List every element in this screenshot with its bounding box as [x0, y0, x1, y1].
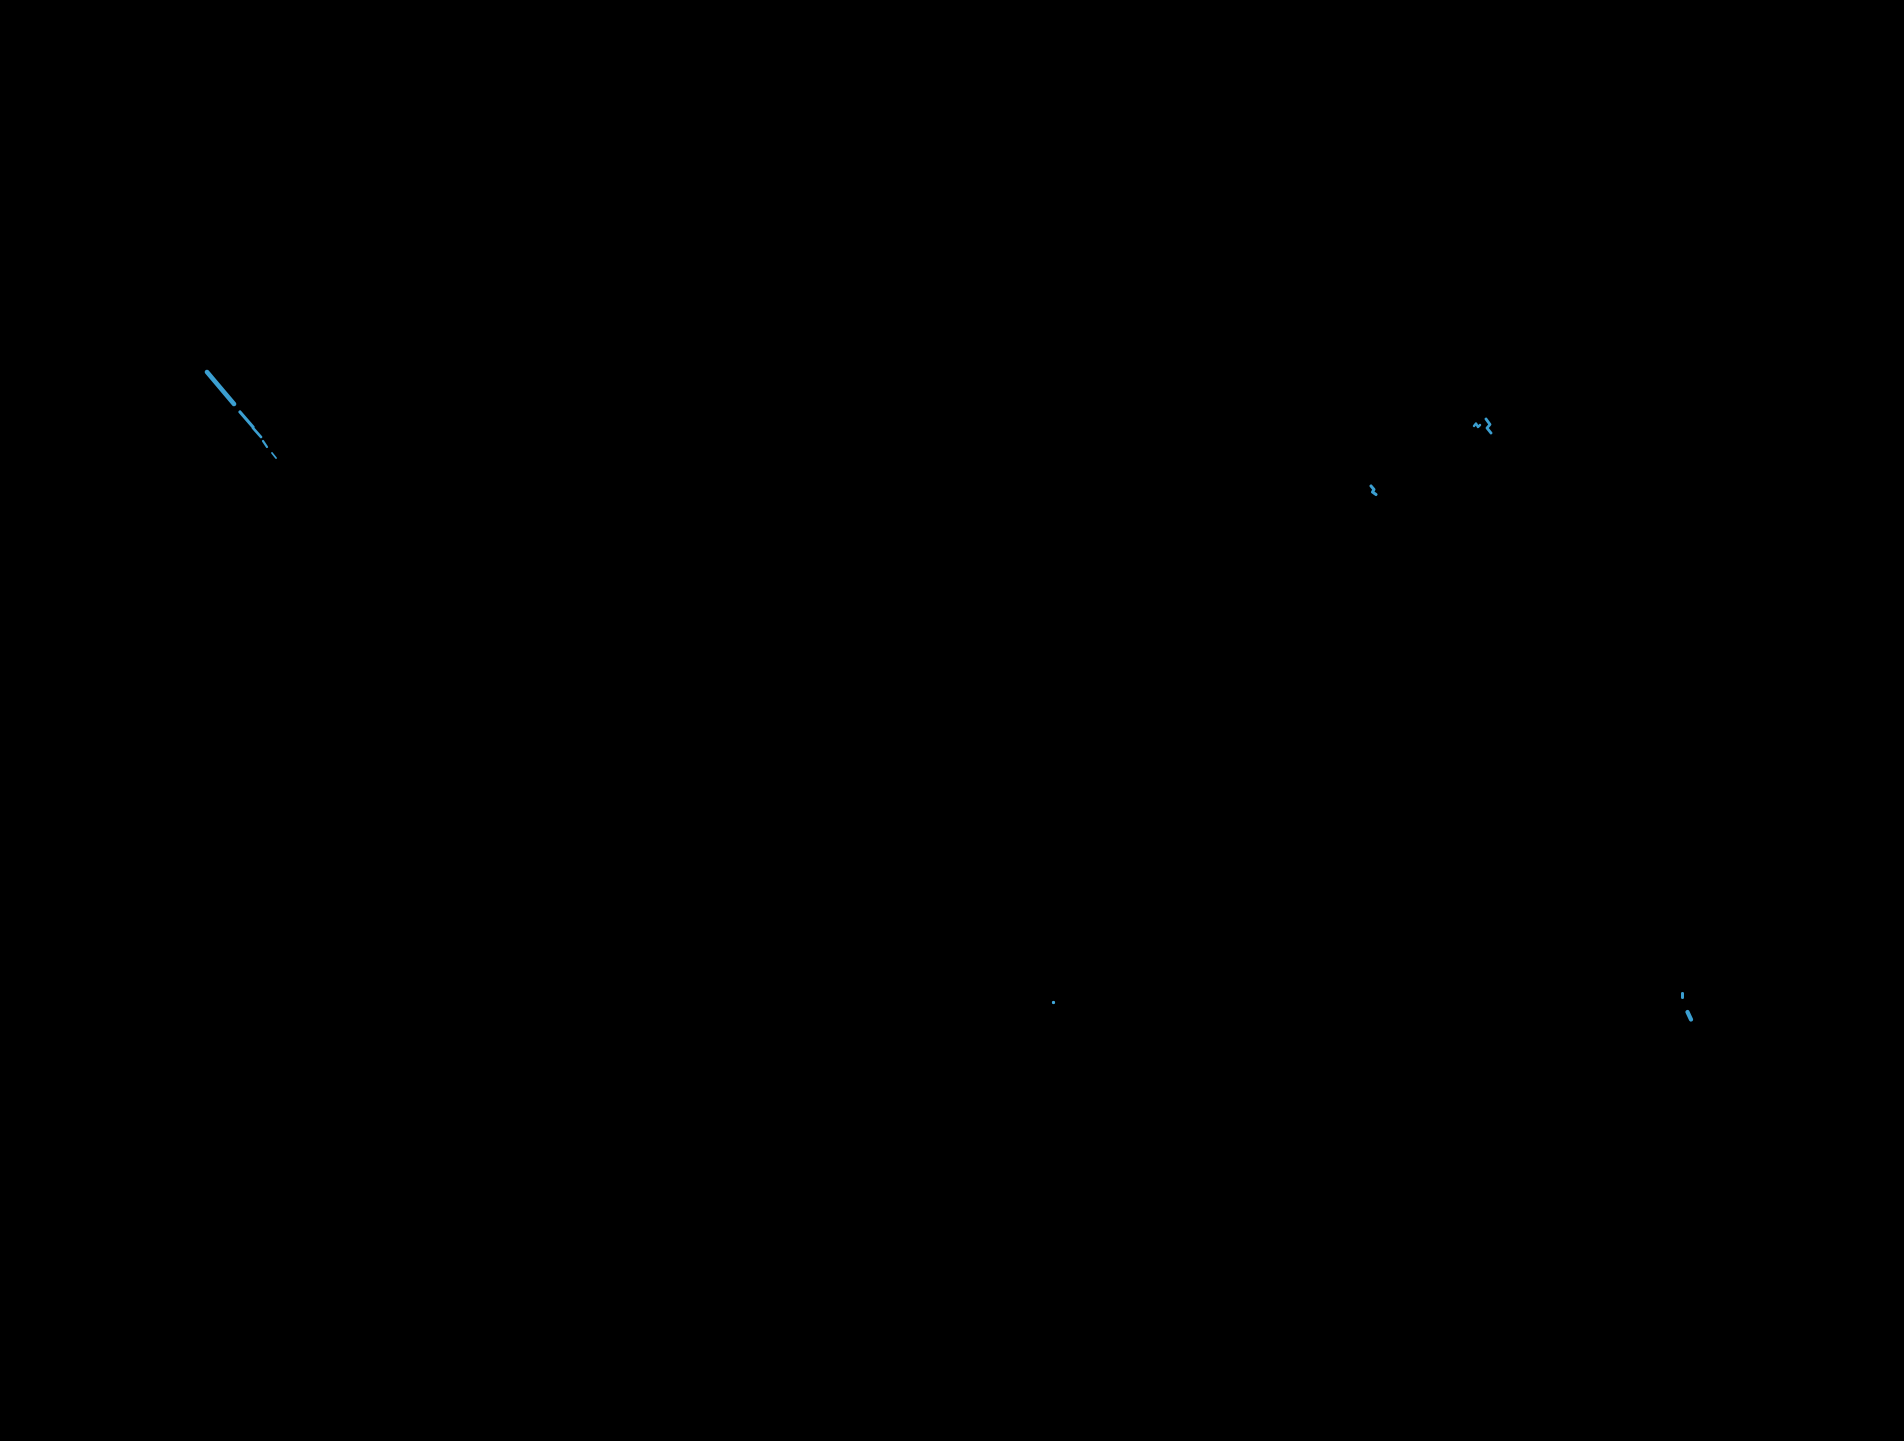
pixel-dot: [1051, 1000, 1056, 1005]
brush-stroke-diagonal: [271, 452, 277, 459]
comma-blob: [1685, 1009, 1694, 1022]
squiggle-mark-left: [1472, 422, 1482, 429]
brush-stroke-diagonal: [251, 426, 263, 439]
step-mark: [1369, 484, 1378, 496]
brush-stroke-diagonal: [238, 410, 255, 429]
brush-stroke-diagonal: [204, 369, 237, 407]
zigzag-mark-right: [1484, 417, 1493, 435]
brush-stroke-diagonal: [261, 439, 269, 449]
